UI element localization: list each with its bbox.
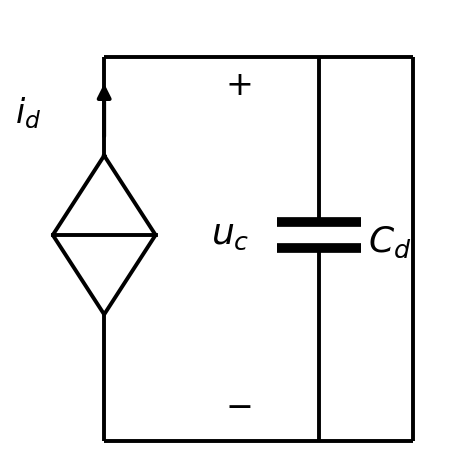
Text: $u_c$: $u_c$: [211, 218, 249, 252]
Text: $C_d$: $C_d$: [368, 224, 412, 259]
Text: −: −: [226, 392, 254, 424]
Text: +: +: [226, 69, 254, 102]
Text: $i_d$: $i_d$: [16, 96, 42, 132]
